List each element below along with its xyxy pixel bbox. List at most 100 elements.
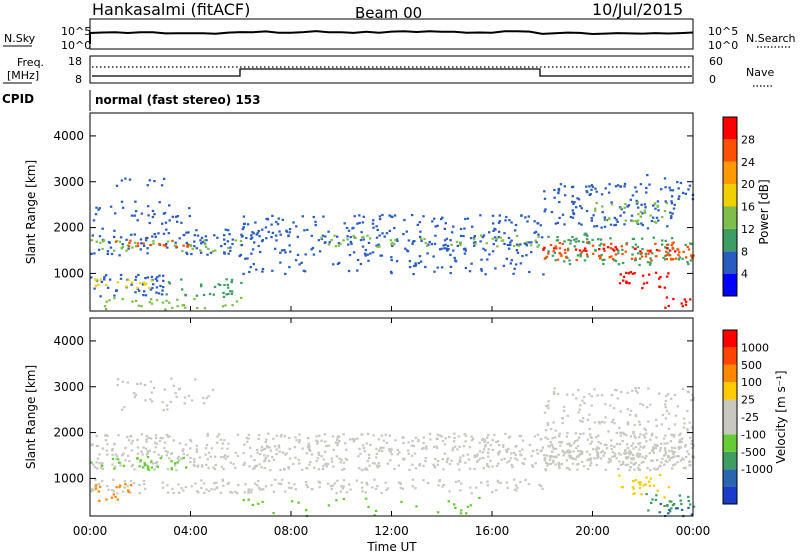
echo-cell <box>318 434 321 437</box>
echo-cell <box>408 468 411 471</box>
echo-cell <box>448 490 451 493</box>
echo-cell <box>444 243 447 246</box>
echo-cell <box>123 406 126 409</box>
echo-cell <box>196 306 199 310</box>
echo-cell <box>658 392 661 395</box>
echo-cell <box>664 239 667 242</box>
echo-cell <box>670 397 673 400</box>
echo-cell <box>419 260 423 263</box>
echo-cell <box>492 222 495 225</box>
echo-cell <box>149 398 152 401</box>
echo-cell <box>397 464 400 467</box>
echo-cell <box>526 220 529 223</box>
echo-cell <box>558 247 562 250</box>
echo-cell <box>406 449 410 452</box>
echo-cell <box>342 461 346 464</box>
echo-cell <box>399 481 402 484</box>
echo-cell <box>377 243 380 246</box>
echo-cell <box>487 451 490 454</box>
echo-cell <box>310 488 314 491</box>
echo-cell <box>632 458 635 461</box>
echo-cell <box>225 293 228 296</box>
echo-cell <box>171 239 174 242</box>
echo-cell <box>137 304 141 307</box>
echo-cell <box>583 233 586 236</box>
echo-cell <box>436 446 439 449</box>
echo-cell <box>422 446 425 450</box>
echo-cell <box>171 306 174 309</box>
echo-cell <box>432 463 435 466</box>
echo-cell <box>536 222 540 225</box>
echo-cell <box>223 283 226 286</box>
echo-cell <box>503 242 506 245</box>
echo-cell <box>624 463 628 467</box>
noise-search-label: N.Search <box>746 32 796 45</box>
echo-cell <box>246 257 249 260</box>
echo-cell <box>235 300 239 303</box>
echo-cell <box>207 247 210 250</box>
echo-cell <box>222 467 225 471</box>
echo-cell <box>181 249 184 253</box>
echo-cell <box>480 269 483 272</box>
echo-cell <box>421 447 424 450</box>
echo-cell <box>655 436 658 439</box>
echo-cell <box>568 259 571 262</box>
echo-cell <box>245 236 248 240</box>
echo-cell <box>597 420 601 424</box>
echo-cell <box>481 451 485 454</box>
echo-cell <box>685 256 688 259</box>
echo-cell <box>205 239 208 242</box>
echo-cell <box>150 391 153 394</box>
echo-cell <box>590 395 593 398</box>
echo-cell <box>203 239 206 242</box>
echo-cell <box>489 444 493 447</box>
echo-cell <box>580 460 584 463</box>
echo-cell <box>396 448 399 452</box>
echo-cell <box>140 242 143 245</box>
echo-cell <box>274 234 278 237</box>
echo-cell <box>480 258 483 261</box>
echo-cell <box>272 437 275 440</box>
echo-cell <box>275 220 278 224</box>
echo-cell <box>627 451 631 454</box>
echo-cell <box>230 281 233 284</box>
echo-cell <box>599 238 603 241</box>
echo-cell <box>590 188 593 191</box>
echo-cell <box>229 491 232 494</box>
echo-cell <box>277 444 281 447</box>
echo-cell <box>361 444 365 447</box>
echo-cell <box>405 230 408 233</box>
echo-cell <box>393 227 396 230</box>
echo-cell <box>222 291 225 294</box>
echo-cell <box>337 435 341 438</box>
echo-cell <box>635 199 638 202</box>
echo-cell <box>603 244 606 247</box>
echo-cell <box>509 243 512 247</box>
echo-cell <box>158 243 161 246</box>
echo-cell <box>600 394 604 397</box>
echo-cell <box>601 450 604 453</box>
echo-cell <box>566 414 569 417</box>
echo-cell <box>330 457 333 460</box>
echo-cell <box>444 437 447 440</box>
echo-cell <box>491 250 495 253</box>
echo-cell <box>365 467 368 470</box>
echo-cell <box>107 488 110 491</box>
echo-cell <box>510 452 513 455</box>
echo-cell <box>394 439 397 442</box>
echo-cell <box>170 468 173 471</box>
echo-cell <box>144 294 148 297</box>
echo-cell <box>336 235 339 238</box>
echo-cell <box>484 273 487 276</box>
echo-cell <box>443 452 446 455</box>
echo-cell <box>94 478 97 481</box>
echo-cell <box>683 298 686 301</box>
echo-cell <box>159 284 162 288</box>
echo-cell <box>377 461 380 465</box>
echo-cell <box>539 449 542 452</box>
echo-cell <box>288 447 291 450</box>
echo-cell <box>313 466 316 469</box>
echo-cell <box>388 448 391 451</box>
echo-cell <box>408 266 412 269</box>
echo-cell <box>682 458 685 461</box>
